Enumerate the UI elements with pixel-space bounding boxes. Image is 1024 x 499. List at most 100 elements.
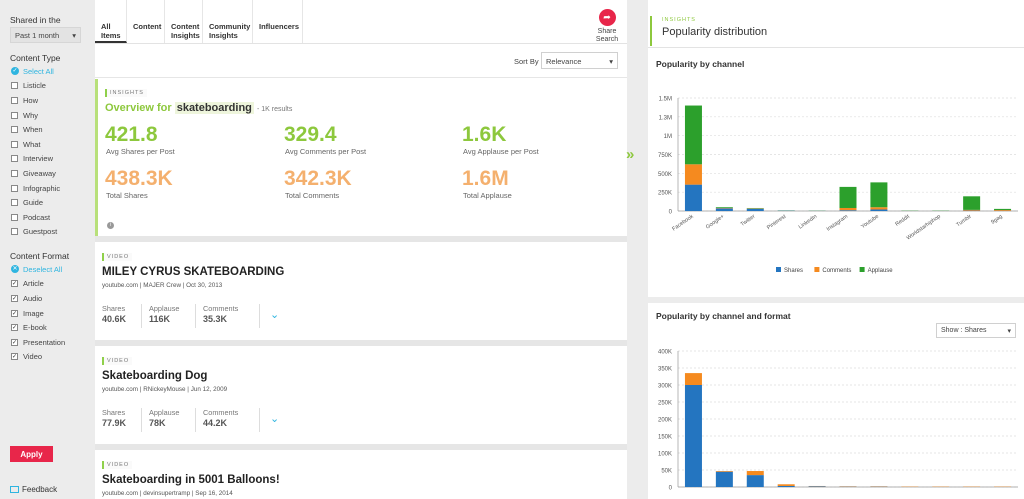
bar-comments [839, 207, 857, 211]
bar-comments [684, 373, 702, 385]
content-type-checkbox[interactable]: Giveaway [0, 166, 93, 181]
show-select-value: Show : Shares [941, 327, 987, 334]
show-select[interactable]: Show : Shares ▾ [936, 323, 1016, 338]
content-type-checkbox[interactable]: Guestpost [0, 225, 93, 240]
y-tick-label: 50K [661, 469, 672, 475]
chart2-title: Popularity by channel and format [656, 311, 791, 321]
sort-label: Sort By [514, 57, 539, 66]
content-type-label: What [23, 139, 41, 149]
tab-content-insights[interactable]: Content Insights [165, 0, 203, 43]
x-tick-label: 9gag [990, 214, 1003, 226]
card-tag: VIDEO [102, 461, 133, 469]
bar-shares [808, 486, 826, 487]
shared-in-label: Shared in the [10, 15, 61, 25]
content-type-checkbox[interactable]: Listicle [0, 79, 93, 94]
content-type-label: When [23, 125, 43, 135]
content-type-label: Listicle [23, 81, 46, 91]
checkbox-icon [11, 228, 18, 236]
card-title[interactable]: MILEY CYRUS SKATEBOARDING [102, 266, 285, 278]
card-title[interactable]: Skateboarding Dog [102, 370, 208, 382]
tab-all-items[interactable]: All Items [95, 0, 127, 43]
legend-label: Applause [868, 268, 894, 274]
bar-comments [684, 164, 702, 185]
deselect-all[interactable]: ✕ Deselect All [0, 262, 93, 277]
content-type-checkbox[interactable]: When [0, 122, 93, 137]
y-tick-label: 1.5M [659, 97, 672, 103]
feedback-link[interactable]: Feedback [10, 485, 57, 494]
content-type-checkbox[interactable]: Infographic [0, 181, 93, 196]
tab-content[interactable]: Content [127, 0, 165, 43]
legend-label: Comments [822, 268, 851, 274]
comments-label: Comments [203, 304, 239, 313]
y-tick-label: 1.3M [659, 115, 672, 121]
panel-gap [627, 0, 648, 499]
content-type-checkbox[interactable]: How [0, 93, 93, 108]
content-type-checkbox[interactable]: Why [0, 108, 93, 123]
bar-shares [684, 385, 702, 487]
content-type-checkbox[interactable]: Podcast [0, 210, 93, 225]
shared-in-select[interactable]: Past 1 month ▾ [10, 27, 81, 43]
content-type-label: Guestpost [23, 227, 58, 237]
content-format-checkbox[interactable]: ✓ Video [0, 350, 93, 365]
insights-tag: INSIGHTS [105, 89, 147, 97]
insights-overview: INSIGHTS Overview for skateboarding - 1K… [95, 79, 627, 236]
content-format-checkbox[interactable]: ✓ Image [0, 306, 93, 321]
checkbox-checked-icon: ✓ [11, 338, 18, 346]
double-chevron-right-icon[interactable]: » [626, 146, 635, 163]
checkbox-icon [11, 82, 18, 90]
content-format-label: Content Format [10, 251, 70, 261]
shares-value: 40.6K [102, 314, 127, 324]
checkbox-icon [11, 111, 18, 119]
content-format-checkbox[interactable]: ✓ Presentation [0, 335, 93, 350]
content-type-label: Guide [23, 198, 44, 208]
apply-button[interactable]: Apply [10, 446, 53, 462]
tab-community-insights[interactable]: Community Insights [203, 0, 253, 43]
sort-bar: Sort By Relevance ▾ [95, 44, 627, 78]
content-type-checkbox[interactable]: Interview [0, 152, 93, 167]
chevron-down-icon[interactable]: ⌄ [270, 413, 280, 425]
overview-results: - 1K results [256, 106, 293, 113]
x-tick-label: Twitter [740, 214, 757, 228]
content-type-checkbox[interactable]: Guide [0, 195, 93, 210]
y-tick-label: 300K [658, 384, 672, 390]
comments-value: 35.3K [203, 314, 228, 324]
tab-influencers[interactable]: Influencers [253, 0, 303, 43]
card-date: Oct 30, 2013 [186, 282, 223, 289]
card-date: Sep 16, 2014 [195, 490, 233, 497]
result-card[interactable]: VIDEO Skateboarding in 5001 Balloons! yo… [95, 444, 627, 499]
divider [195, 304, 196, 328]
y-tick-label: 250K [658, 191, 672, 197]
bar-shares [746, 475, 764, 487]
content-type-label: Podcast [23, 212, 51, 222]
checkbox-icon [11, 140, 18, 148]
bar-applause [839, 186, 857, 208]
share-search-button[interactable]: ➦ Share Search [595, 9, 619, 44]
legend-swatch [859, 267, 865, 272]
content-format-checkbox[interactable]: ✓ E-book [0, 320, 93, 335]
caret-down-icon: ▾ [72, 30, 76, 40]
card-meta: youtube.com | devinsupertramp | Sep 16, … [102, 490, 233, 497]
content-type-checkbox[interactable]: What [0, 137, 93, 152]
sort-select[interactable]: Relevance ▾ [541, 52, 618, 69]
info-icon[interactable]: i [107, 222, 114, 229]
content-type-label: Infographic [23, 183, 61, 193]
content-type-label: Giveaway [23, 168, 56, 178]
bar-shares [870, 209, 888, 211]
card-title[interactable]: Skateboarding in 5001 Balloons! [102, 474, 280, 486]
y-tick-label: 0 [669, 210, 673, 216]
select-all-label: Select All [23, 66, 54, 76]
result-card[interactable]: VIDEO MILEY CYRUS SKATEBOARDING youtube.… [95, 236, 627, 341]
card-meta: youtube.com | MAJER Crew | Oct 30, 2013 [102, 282, 223, 289]
content-format-checkbox[interactable]: ✓ Article [0, 277, 93, 292]
legend-label: Shares [784, 268, 803, 274]
content-format-checkbox[interactable]: ✓ Audio [0, 291, 93, 306]
chevron-down-icon[interactable]: ⌄ [270, 309, 280, 321]
select-all[interactable]: ✓ Select All [0, 64, 93, 79]
applause-label: Applause [149, 408, 180, 417]
checkbox-icon [11, 213, 18, 221]
check-circle-icon: ✓ [11, 67, 19, 76]
result-card[interactable]: VIDEO Skateboarding Dog youtube.com | RN… [95, 340, 627, 445]
bar-comments [715, 471, 733, 472]
y-tick-label: 500K [658, 172, 672, 178]
comments-value: 44.2K [203, 418, 228, 428]
